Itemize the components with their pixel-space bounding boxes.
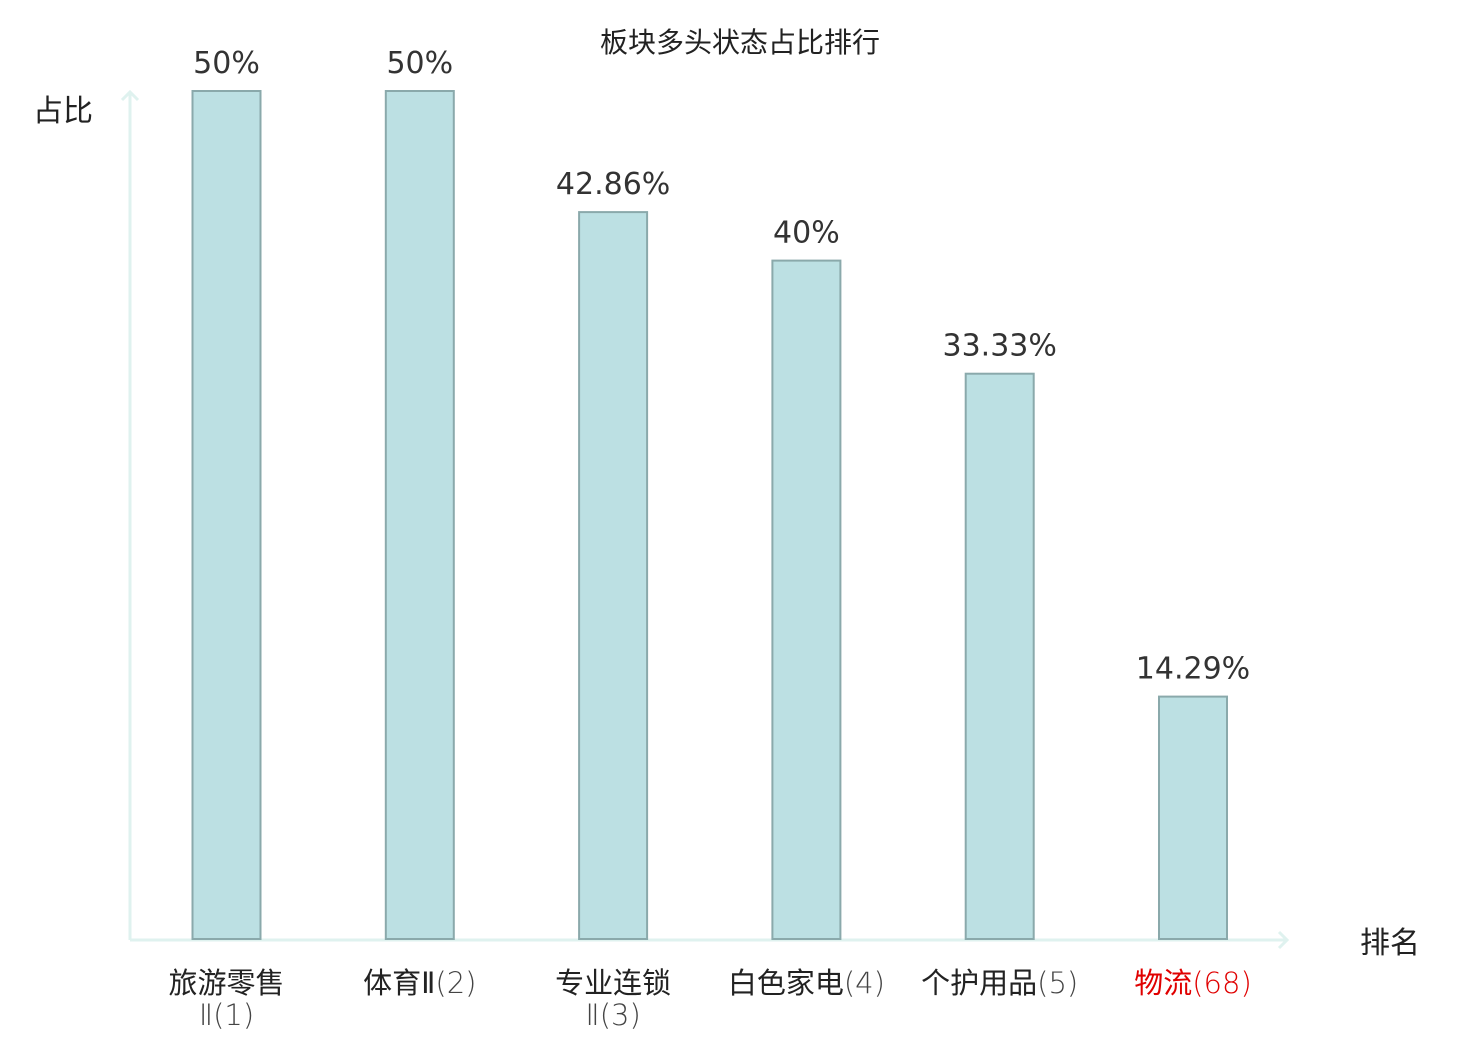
- x-tick-label: 旅游零售 Ⅱ(1): [168, 966, 284, 1032]
- x-tick-rank: (2): [435, 966, 476, 1000]
- bar: [384, 90, 455, 940]
- data-label: 40%: [773, 216, 840, 251]
- x-tick-label-line: 旅游零售: [168, 966, 284, 1000]
- x-tick-label-line: 个护用品: [921, 966, 1037, 1000]
- bars-group: [191, 90, 1228, 941]
- bar: [191, 90, 262, 940]
- bar: [1158, 695, 1228, 940]
- bar: [771, 259, 842, 941]
- x-tick-label: 个护用品(5): [921, 966, 1078, 1000]
- x-tick-label: 白色家电(4): [728, 966, 885, 1000]
- bar: [578, 211, 649, 941]
- x-tick-label-line: Ⅱ: [199, 998, 213, 1032]
- x-tick-label-line: 专业连锁: [555, 966, 671, 1000]
- x-tick-label-line: 白色家电: [728, 966, 844, 1000]
- x-axis-label: 排名: [1360, 926, 1420, 961]
- y-axis-label: 占比: [33, 94, 93, 129]
- x-tick-label: 体育Ⅱ(2): [363, 966, 476, 1000]
- x-tick-label: 专业连锁 Ⅱ(3): [555, 966, 671, 1032]
- data-label: 50%: [193, 46, 260, 81]
- x-tick-rank: (68): [1192, 966, 1252, 1000]
- x-tick-label-line: 物流: [1134, 966, 1192, 1000]
- chart-title: 板块多头状态占比排行: [600, 26, 880, 59]
- x-tick-rank: (3): [600, 998, 641, 1032]
- data-label: 50%: [386, 46, 453, 81]
- x-tick-rank: (1): [213, 998, 254, 1032]
- x-tick-label: 物流(68): [1134, 966, 1252, 1000]
- x-tick-labels-group: 旅游零售 Ⅱ(1)体育Ⅱ(2) 专业连锁 Ⅱ(3)白色家电(4) 个护用品(5) 物流(6…: [168, 966, 1251, 1032]
- data-label: 33.33%: [943, 329, 1057, 364]
- data-label: 42.86%: [556, 167, 670, 202]
- x-tick-rank: (4): [844, 966, 885, 1000]
- bar: [964, 372, 1035, 940]
- data-labels-group: 50% 50% 42.86% 40% 33.33% 14.29%: [193, 46, 1250, 687]
- x-tick-label-line: 体育Ⅱ: [363, 966, 435, 1000]
- x-tick-rank: (5): [1037, 966, 1078, 1000]
- data-label: 14.29%: [1136, 652, 1250, 687]
- x-tick-label-line: Ⅱ: [585, 998, 599, 1032]
